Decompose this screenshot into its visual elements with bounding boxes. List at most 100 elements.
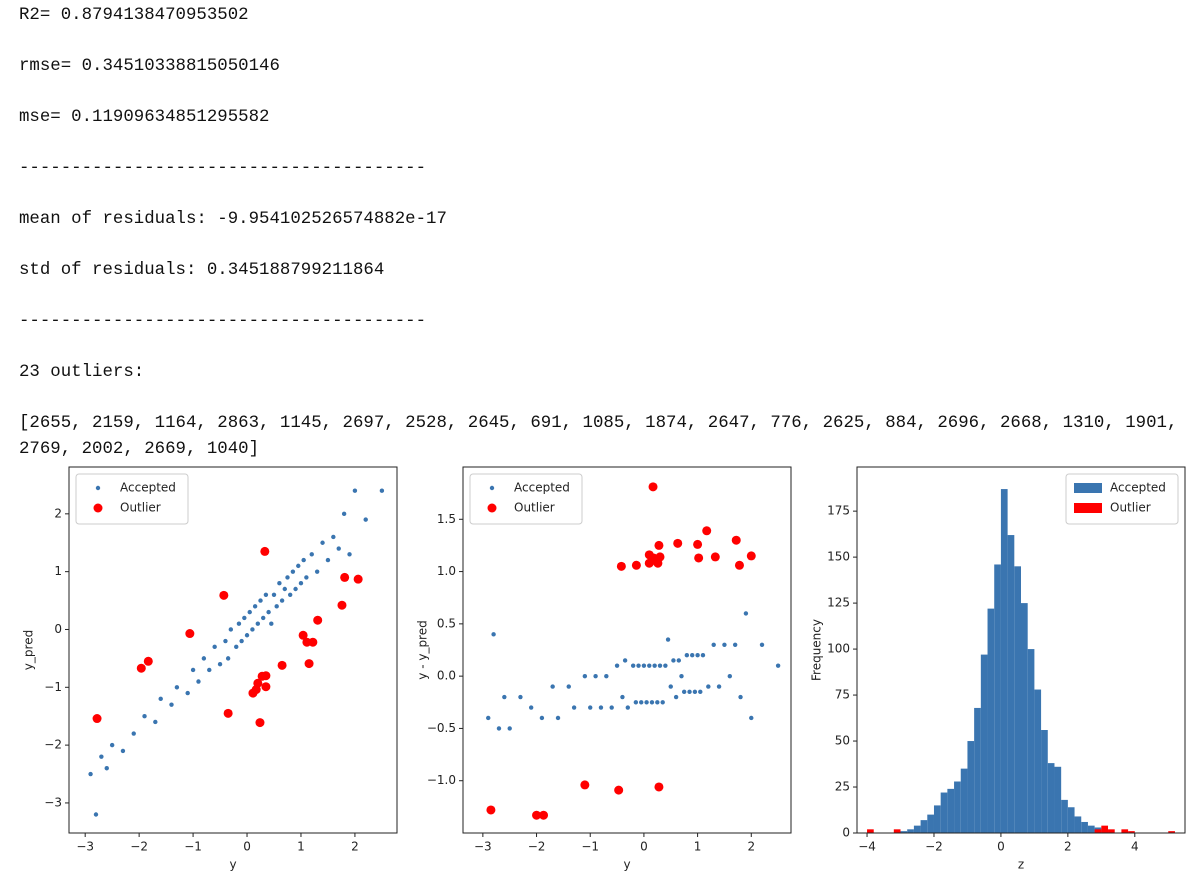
histogram-bar (867, 829, 874, 833)
point (598, 705, 604, 710)
histogram-bar (1067, 807, 1075, 833)
point (196, 679, 201, 684)
point (671, 658, 676, 663)
y-tick-label: 175 (827, 504, 850, 518)
point (279, 598, 285, 603)
point (363, 517, 368, 522)
histogram-bar (913, 825, 921, 833)
point (620, 694, 625, 700)
point (528, 705, 534, 710)
legend-marker (487, 503, 497, 513)
point (223, 638, 228, 644)
histogram-bar (1041, 730, 1048, 833)
point (622, 658, 628, 663)
histogram-bar (1021, 603, 1028, 833)
outlier-point (580, 780, 590, 790)
x-tick-label: 0 (997, 840, 1005, 854)
point (301, 557, 306, 563)
legend-label: Accepted (1110, 481, 1166, 495)
point (663, 663, 668, 668)
point (325, 557, 331, 563)
point (304, 575, 309, 580)
histogram-bar (960, 768, 968, 833)
point (158, 696, 163, 702)
histogram-bar (940, 792, 948, 833)
point (657, 663, 663, 668)
outlier-point (304, 659, 314, 669)
histogram-bar (1128, 831, 1135, 833)
y-axis-label: Frequency (810, 619, 824, 681)
histogram-bar (1007, 535, 1015, 833)
outlier-point (255, 718, 265, 728)
point (347, 552, 352, 557)
legend-marker (95, 485, 101, 491)
point (185, 690, 190, 696)
point (727, 673, 733, 679)
point (258, 598, 263, 603)
outlier-point (261, 682, 271, 692)
point (131, 731, 136, 736)
point (341, 511, 347, 517)
point (759, 642, 765, 647)
histogram-bar (980, 654, 988, 833)
output-line: std of residuals: 0.345188799211864 (19, 261, 385, 280)
point (614, 663, 620, 668)
histogram-bar (907, 829, 914, 833)
outlier-point (261, 671, 271, 681)
point (225, 656, 231, 661)
point (228, 627, 234, 632)
outlier-point (219, 590, 229, 600)
point (633, 700, 639, 705)
x-tick-label: 2 (1064, 840, 1072, 854)
point (496, 726, 502, 731)
y-tick-label: 150 (827, 550, 850, 564)
x-tick-label: 4 (1131, 840, 1139, 854)
legend-label: Outlier (120, 501, 161, 515)
histogram-bar (994, 564, 1001, 833)
outlier-point (353, 574, 363, 584)
point (244, 633, 250, 638)
point (314, 569, 320, 574)
point (692, 689, 698, 695)
point (190, 667, 196, 673)
point (711, 642, 716, 647)
point (550, 684, 555, 689)
histogram-bar (947, 788, 955, 833)
y-tick-label: 1.5 (437, 512, 456, 526)
output-line: 23 outliers: (19, 363, 145, 382)
y-tick-label: −2 (44, 738, 62, 752)
x-tick-label: −4 (858, 840, 876, 854)
histogram-bar (1047, 763, 1055, 833)
point (775, 663, 781, 668)
point (698, 689, 703, 695)
legend-label: Outlier (514, 501, 555, 515)
point (266, 609, 271, 615)
x-tick-label: 1 (694, 840, 702, 854)
histogram-bar (1027, 649, 1035, 833)
histogram-bar (893, 829, 901, 833)
point (212, 644, 217, 650)
point (99, 754, 104, 759)
point (142, 714, 147, 719)
outlier-point (298, 630, 308, 640)
point (271, 592, 277, 597)
x-tick-label: −3 (474, 840, 492, 854)
legend-box (469, 473, 583, 525)
output-line: mse= 0.11909634851295582 (19, 108, 270, 127)
point (655, 700, 660, 705)
point (217, 661, 223, 667)
histogram-bar (967, 741, 975, 833)
outlier-point (616, 561, 626, 571)
outlier-point (486, 805, 496, 815)
point (644, 700, 649, 705)
histogram-bar (1074, 816, 1082, 833)
point (571, 705, 577, 710)
point (681, 689, 687, 695)
legend-marker (489, 485, 495, 491)
y-tick-label: 2 (54, 506, 62, 520)
point (336, 546, 341, 551)
x-tick-label: −2 (925, 840, 943, 854)
outlier-point (143, 656, 153, 666)
output-line: R2= 0.8794138470953502 (19, 6, 249, 25)
